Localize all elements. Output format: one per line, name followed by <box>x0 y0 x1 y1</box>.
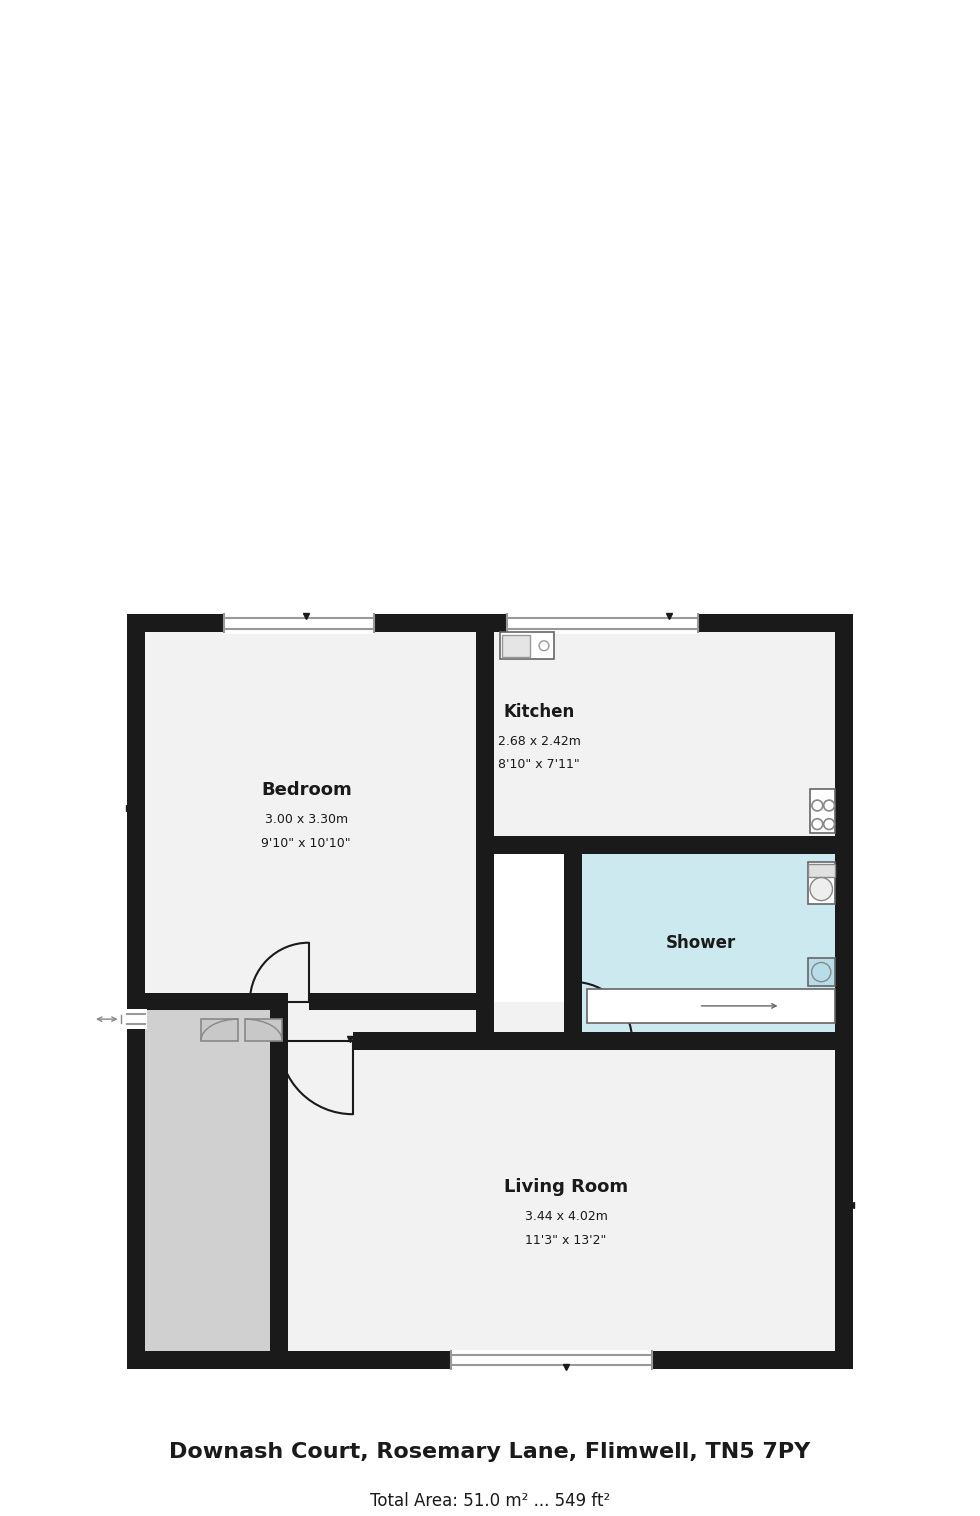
Bar <box>476 614 494 844</box>
Text: 3.00 x 3.30m: 3.00 x 3.30m <box>265 813 348 826</box>
Text: Kitchen: Kitchen <box>504 703 574 722</box>
Bar <box>127 993 288 1010</box>
Bar <box>279 1351 853 1369</box>
Text: 9'10" x 10'10": 9'10" x 10'10" <box>262 837 351 850</box>
Bar <box>476 844 494 1040</box>
Bar <box>127 1351 279 1369</box>
Bar <box>485 835 853 854</box>
Bar <box>573 844 853 1040</box>
Bar <box>835 614 853 1369</box>
Bar <box>127 993 250 1010</box>
Bar <box>507 612 698 634</box>
Bar <box>309 993 485 1010</box>
Bar <box>127 1002 573 1040</box>
Bar <box>245 1019 282 1040</box>
Text: Shower: Shower <box>666 934 736 952</box>
Bar <box>270 1002 288 1369</box>
Bar <box>564 844 582 1040</box>
Bar <box>201 1019 238 1040</box>
Bar <box>808 863 835 904</box>
Text: Total Area: 51.0 m² ... 549 ft²: Total Area: 51.0 m² ... 549 ft² <box>369 1492 611 1510</box>
Bar <box>452 1349 652 1370</box>
Text: Living Room: Living Room <box>504 1178 628 1196</box>
Ellipse shape <box>810 878 832 901</box>
Bar <box>500 632 554 659</box>
Bar <box>485 614 853 632</box>
Bar <box>224 612 374 634</box>
Bar <box>125 1010 147 1029</box>
Bar <box>564 1032 853 1049</box>
Bar <box>127 614 145 1040</box>
Text: Bedroom: Bedroom <box>261 781 352 799</box>
Text: 11'3" x 13'2": 11'3" x 13'2" <box>525 1234 607 1246</box>
Bar <box>279 1040 853 1369</box>
Text: 3.44 x 4.02m: 3.44 x 4.02m <box>524 1210 608 1223</box>
Bar <box>502 635 530 656</box>
Bar <box>808 864 835 876</box>
Bar <box>810 788 835 832</box>
Bar <box>127 1002 279 1369</box>
Bar <box>127 614 485 632</box>
Bar <box>353 1032 573 1049</box>
Bar <box>587 988 835 1023</box>
Bar <box>808 958 835 985</box>
Bar <box>485 614 853 844</box>
Bar <box>127 614 485 1002</box>
Text: 8'10" x 7'11": 8'10" x 7'11" <box>498 758 580 772</box>
Text: 2.68 x 2.42m: 2.68 x 2.42m <box>498 735 580 747</box>
Bar <box>127 1002 145 1369</box>
Text: Downash Court, Rosemary Lane, Flimwell, TN5 7PY: Downash Court, Rosemary Lane, Flimwell, … <box>170 1442 810 1463</box>
